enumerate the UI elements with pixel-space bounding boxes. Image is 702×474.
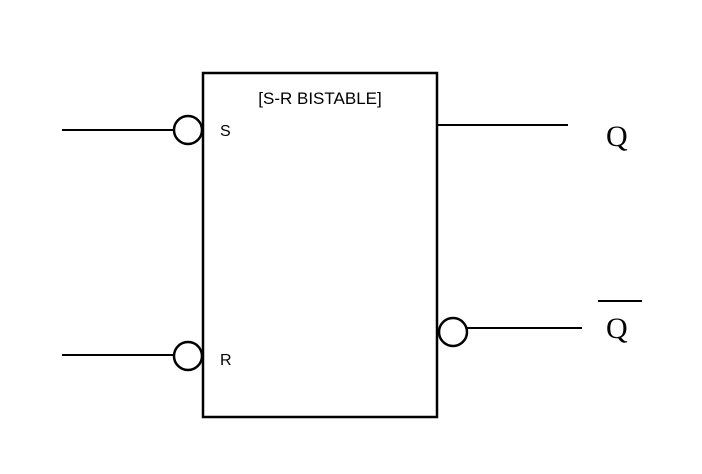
q-bar-inversion-bubble xyxy=(437,316,469,348)
s-input-label: S xyxy=(220,123,231,140)
block-title: [S-R BISTABLE] xyxy=(258,89,381,108)
q-output-label: Q xyxy=(606,120,628,153)
bistable-block xyxy=(201,71,439,419)
r-inversion-bubble xyxy=(172,340,204,372)
s-inversion-bubble xyxy=(172,114,204,146)
r-input-label: R xyxy=(220,352,232,369)
q-bar-output-label: Q xyxy=(606,312,628,345)
